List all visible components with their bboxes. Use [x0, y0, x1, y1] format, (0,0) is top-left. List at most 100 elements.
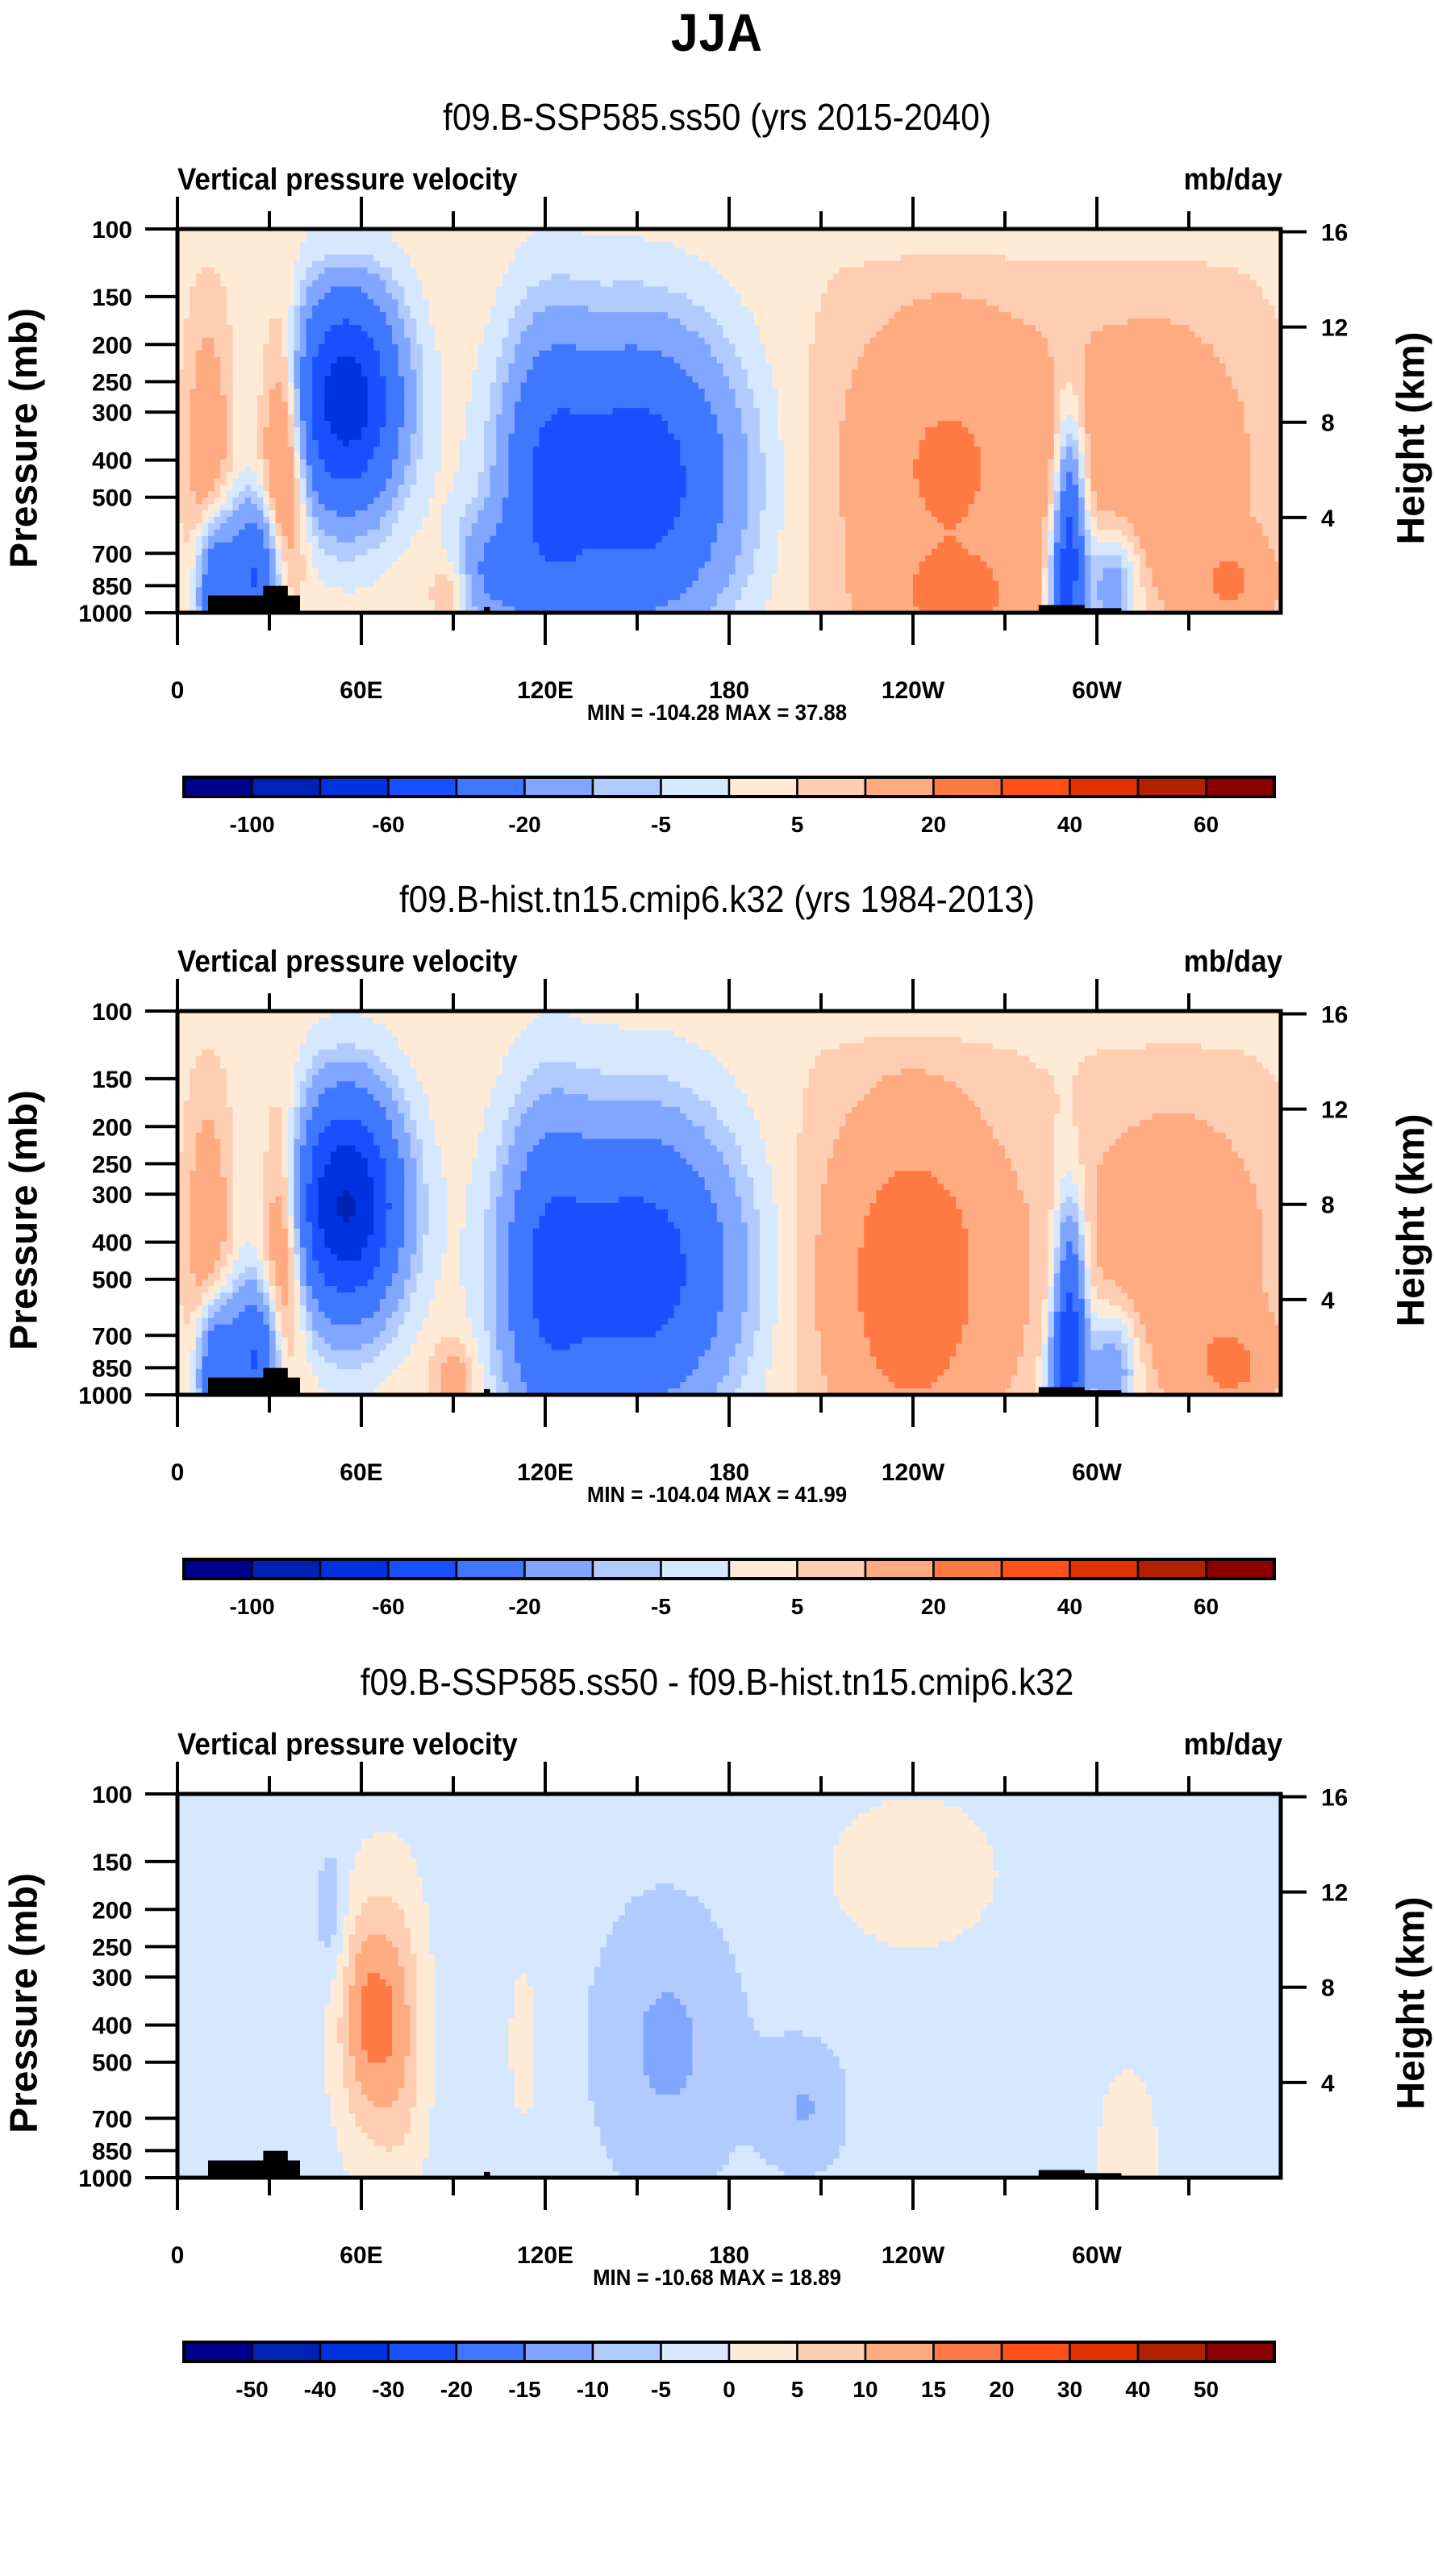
x-tick-label: 60E — [340, 677, 382, 704]
contour-cell — [484, 421, 497, 428]
colorbar-label: -20 — [440, 2377, 473, 2402]
contour-cell — [1066, 1299, 1073, 1306]
contour-cell — [312, 389, 325, 396]
contour-cell — [1053, 465, 1061, 473]
contour-cell — [392, 1311, 405, 1319]
contour-cell — [900, 1068, 926, 1076]
contour-cell — [404, 1973, 417, 1980]
contour-cell — [471, 376, 497, 383]
contour-cell — [520, 337, 706, 345]
contour-cell — [532, 2043, 589, 2050]
contour-cell — [815, 1247, 859, 1255]
contour-cell — [1084, 542, 1091, 550]
topography-mask — [484, 2171, 490, 2178]
contour-cell — [306, 286, 331, 293]
contour-cell — [1213, 581, 1244, 588]
contour-cell — [765, 1382, 798, 1389]
contour-cell — [177, 1800, 883, 1808]
contour-cell — [294, 587, 301, 594]
contour-cell — [300, 485, 307, 492]
contour-cell — [214, 485, 221, 492]
contour-cell — [348, 2107, 411, 2115]
contour-cell — [263, 1164, 282, 1171]
contour-cell — [410, 1934, 430, 1942]
contour-cell — [1121, 2069, 1135, 2076]
contour-cell — [239, 491, 258, 498]
contour-cell — [772, 382, 810, 389]
contour-cell — [177, 1356, 190, 1363]
contour-cell — [1128, 1356, 1135, 1363]
contour-cell — [269, 1247, 289, 1255]
colorbar-box — [932, 776, 1003, 798]
contour-cell — [1053, 510, 1061, 518]
contour-cell — [275, 1292, 282, 1300]
contour-cell — [1078, 1343, 1086, 1351]
contour-cell — [300, 286, 307, 293]
contour-cell — [1250, 497, 1282, 505]
contour-cell — [1041, 574, 1048, 581]
contour-cell — [1078, 1317, 1086, 1325]
contour-cell — [484, 1209, 497, 1217]
contour-cell — [300, 1196, 307, 1204]
contour-cell — [1152, 568, 1214, 575]
contour-cell — [680, 1299, 723, 1306]
contour-cell — [190, 472, 221, 479]
contour-cell — [484, 1388, 497, 1396]
contour-cell — [428, 1311, 466, 1319]
contour-cell — [1097, 2139, 1159, 2146]
contour-cell — [496, 421, 515, 428]
contour-cell — [428, 2126, 601, 2134]
contour-cell — [508, 331, 522, 339]
contour-cell — [1041, 1350, 1048, 1357]
contour-cell — [1133, 561, 1140, 569]
contour-cell — [294, 1260, 301, 1267]
contour-cell — [465, 1375, 473, 1383]
contour-cell — [423, 1138, 436, 1147]
contour-cell — [760, 1324, 773, 1332]
contour-cell — [1041, 593, 1048, 601]
contour-cell — [857, 1286, 969, 1293]
y-right-tick-label: 16 — [1321, 219, 1348, 246]
contour-cell — [1078, 1068, 1269, 1076]
contour-cell — [177, 1088, 190, 1095]
contour-cell — [741, 1088, 803, 1095]
contour-cell — [968, 1260, 1030, 1267]
contour-cell — [760, 1254, 779, 1261]
contour-cell — [716, 1382, 742, 1389]
contour-cell — [1140, 581, 1153, 588]
contour-cell — [869, 337, 1048, 345]
contour-cell — [808, 568, 846, 575]
contour-cell — [281, 1132, 289, 1140]
contour-cell — [1097, 1171, 1251, 1178]
contour-cell — [435, 2011, 515, 2019]
min-max-text: MIN = -104.04 MAX = 41.99 — [586, 1482, 848, 1507]
contour-cell — [294, 1330, 307, 1338]
contour-cell — [294, 1101, 301, 1108]
contour-cell — [416, 2069, 436, 2076]
contour-cell — [435, 472, 454, 479]
contour-cell — [183, 356, 197, 364]
colorbar-label: 60 — [1194, 812, 1219, 837]
contour-cell — [532, 529, 669, 537]
contour-cell — [1262, 286, 1282, 293]
contour-cell — [1097, 1196, 1257, 1204]
contour-cell — [459, 459, 485, 467]
topography-mask — [1044, 608, 1122, 613]
contour-cell — [1060, 1375, 1079, 1383]
contour-cell — [515, 1343, 552, 1351]
contour-cell — [1145, 587, 1159, 594]
contour-cell — [208, 1324, 215, 1332]
contour-cell — [1041, 535, 1048, 543]
contour-cell — [686, 248, 1282, 256]
contour-cell — [300, 356, 313, 364]
contour-cell — [269, 1280, 277, 1287]
contour-cell — [833, 1151, 1006, 1159]
contour-cell — [232, 1286, 240, 1293]
contour-cell — [392, 337, 411, 345]
contour-cell — [416, 2075, 436, 2083]
contour-cell — [765, 504, 785, 511]
contour-cell — [1029, 1247, 1048, 1255]
contour-cell — [263, 1254, 270, 1261]
contour-cell — [208, 1299, 215, 1306]
contour-cell — [232, 382, 264, 389]
